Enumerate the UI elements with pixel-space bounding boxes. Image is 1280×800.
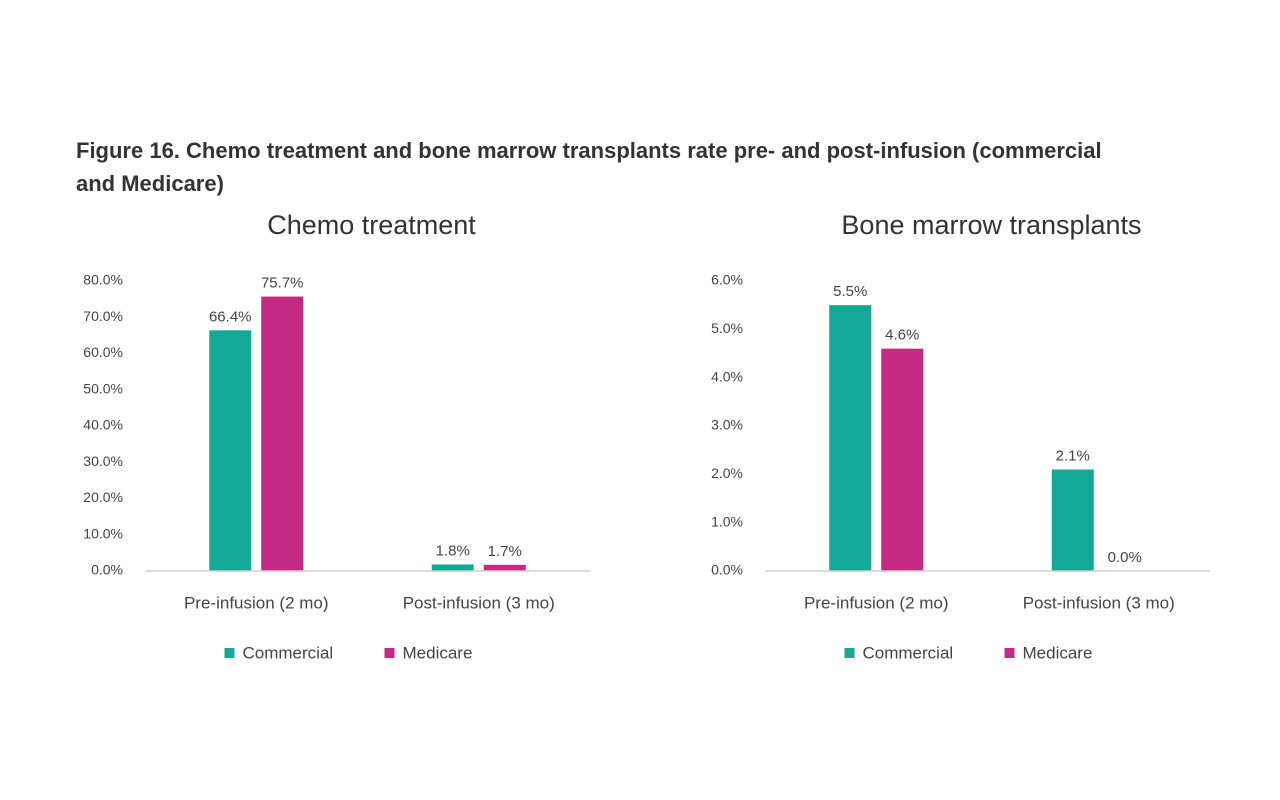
bar [829, 305, 872, 571]
y-tick-label: 70.0% [83, 308, 123, 324]
y-tick-label: 3.0% [711, 417, 743, 433]
y-tick-label: 20.0% [83, 489, 123, 505]
figure-title: Figure 16. Chemo treatment and bone marr… [76, 138, 1102, 196]
legend-swatch [384, 648, 395, 658]
y-tick-label: 60.0% [83, 344, 123, 360]
bar [261, 296, 304, 571]
chart-title: Bone marrow transplants [841, 210, 1141, 240]
y-tick-label: 30.0% [83, 453, 123, 469]
data-label: 4.6% [885, 327, 919, 344]
legend-swatch [1004, 648, 1015, 658]
bar [209, 330, 252, 571]
x-tick-label: Pre-infusion (2 mo) [184, 593, 329, 612]
bar [483, 564, 526, 571]
chart-title: Chemo treatment [267, 210, 476, 240]
bar [881, 348, 924, 571]
y-tick-label: 40.0% [83, 417, 123, 433]
legend-swatch [224, 648, 235, 658]
y-tick-label: 10.0% [83, 525, 123, 541]
data-label: 0.0% [1108, 549, 1142, 566]
bar [1051, 469, 1094, 571]
y-tick-label: 0.0% [91, 562, 123, 578]
data-label: 75.7% [261, 275, 304, 292]
data-label: 5.5% [833, 283, 867, 300]
y-tick-label: 5.0% [711, 320, 743, 336]
data-label: 1.8% [436, 542, 470, 559]
legend-label: Medicare [403, 643, 473, 662]
data-label: 66.4% [209, 308, 252, 325]
bar [431, 564, 474, 571]
y-tick-label: 6.0% [711, 272, 743, 288]
x-tick-label: Post-infusion (3 mo) [403, 593, 555, 612]
y-tick-label: 1.0% [711, 513, 743, 529]
data-label: 1.7% [488, 543, 522, 560]
y-tick-label: 50.0% [83, 380, 123, 396]
x-tick-label: Post-infusion (3 mo) [1023, 593, 1175, 612]
y-tick-label: 0.0% [711, 562, 743, 578]
legend-label: Commercial [243, 643, 334, 662]
data-label: 2.1% [1056, 447, 1090, 464]
y-tick-label: 80.0% [83, 272, 123, 288]
legend-label: Medicare [1023, 643, 1093, 662]
y-tick-label: 2.0% [711, 465, 743, 481]
y-tick-label: 4.0% [711, 368, 743, 384]
legend-swatch [844, 648, 855, 658]
legend-label: Commercial [863, 643, 954, 662]
x-tick-label: Pre-infusion (2 mo) [804, 593, 949, 612]
